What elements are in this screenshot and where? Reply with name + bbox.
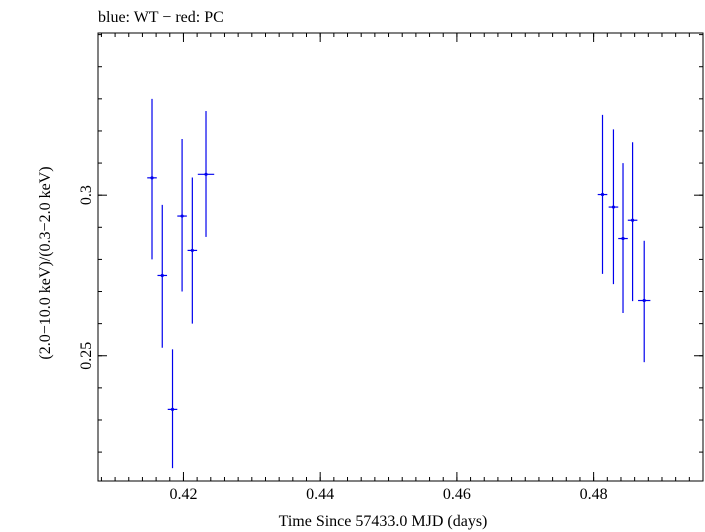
data-point	[597, 114, 608, 274]
data-marker	[630, 218, 635, 222]
data-marker	[160, 273, 164, 278]
x-tick-label: 0.42	[169, 486, 197, 503]
x-tick-label: 0.44	[306, 486, 334, 503]
chart-title: blue: WT − red: PC	[98, 9, 224, 26]
y-axis-label: (2.0−10.0 keV)/(0.3−2.0 keV)	[37, 166, 54, 359]
y-tick-label: 0.25	[78, 342, 95, 370]
x-tick-label: 0.46	[443, 486, 471, 503]
data-point	[608, 129, 619, 285]
data-point	[157, 204, 168, 348]
data-marker	[190, 248, 194, 253]
data-marker	[611, 205, 616, 209]
data-marker	[170, 407, 175, 411]
data-point	[627, 142, 638, 302]
data-marker	[180, 214, 184, 218]
data-marker	[600, 192, 605, 197]
data-marker	[150, 176, 154, 180]
data-point	[177, 138, 187, 292]
data-point	[197, 111, 215, 237]
data-point	[638, 240, 651, 363]
data-point	[147, 98, 157, 260]
data-marker	[642, 298, 646, 303]
data-point	[618, 163, 628, 314]
x-axis-label: Time Since 57433.0 MJD (days)	[279, 513, 488, 530]
data-marker	[621, 236, 625, 241]
data-point	[187, 177, 198, 324]
data-marker	[204, 172, 208, 176]
plot-frame	[97, 32, 704, 482]
x-tick-label: 0.48	[580, 486, 608, 503]
y-tick-label: 0.3	[78, 185, 95, 205]
data-point	[167, 349, 178, 469]
